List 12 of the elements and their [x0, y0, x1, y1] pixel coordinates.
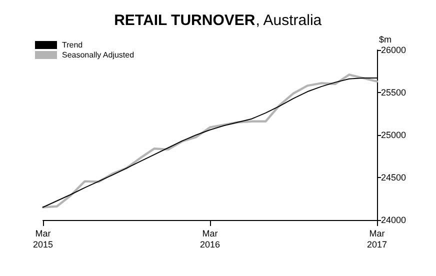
x-tick-label: Mar 2015 — [32, 228, 54, 250]
chart-title: RETAIL TURNOVER, Australia — [114, 12, 322, 29]
y-tick-label: 25500 — [381, 88, 406, 98]
legend-label: Trend — [62, 40, 83, 50]
x-tick-label: Mar 2017 — [366, 228, 388, 250]
y-axis-title: $m — [379, 34, 392, 44]
y-tick-label: 25000 — [381, 130, 406, 140]
y-tick-label: 24500 — [381, 172, 406, 182]
y-tick-label: 24000 — [381, 215, 406, 225]
x-tick-label: Mar 2016 — [200, 228, 220, 250]
y-tick-label: 26000 — [381, 45, 406, 55]
legend-label: Seasonally Adjusted — [62, 50, 134, 60]
